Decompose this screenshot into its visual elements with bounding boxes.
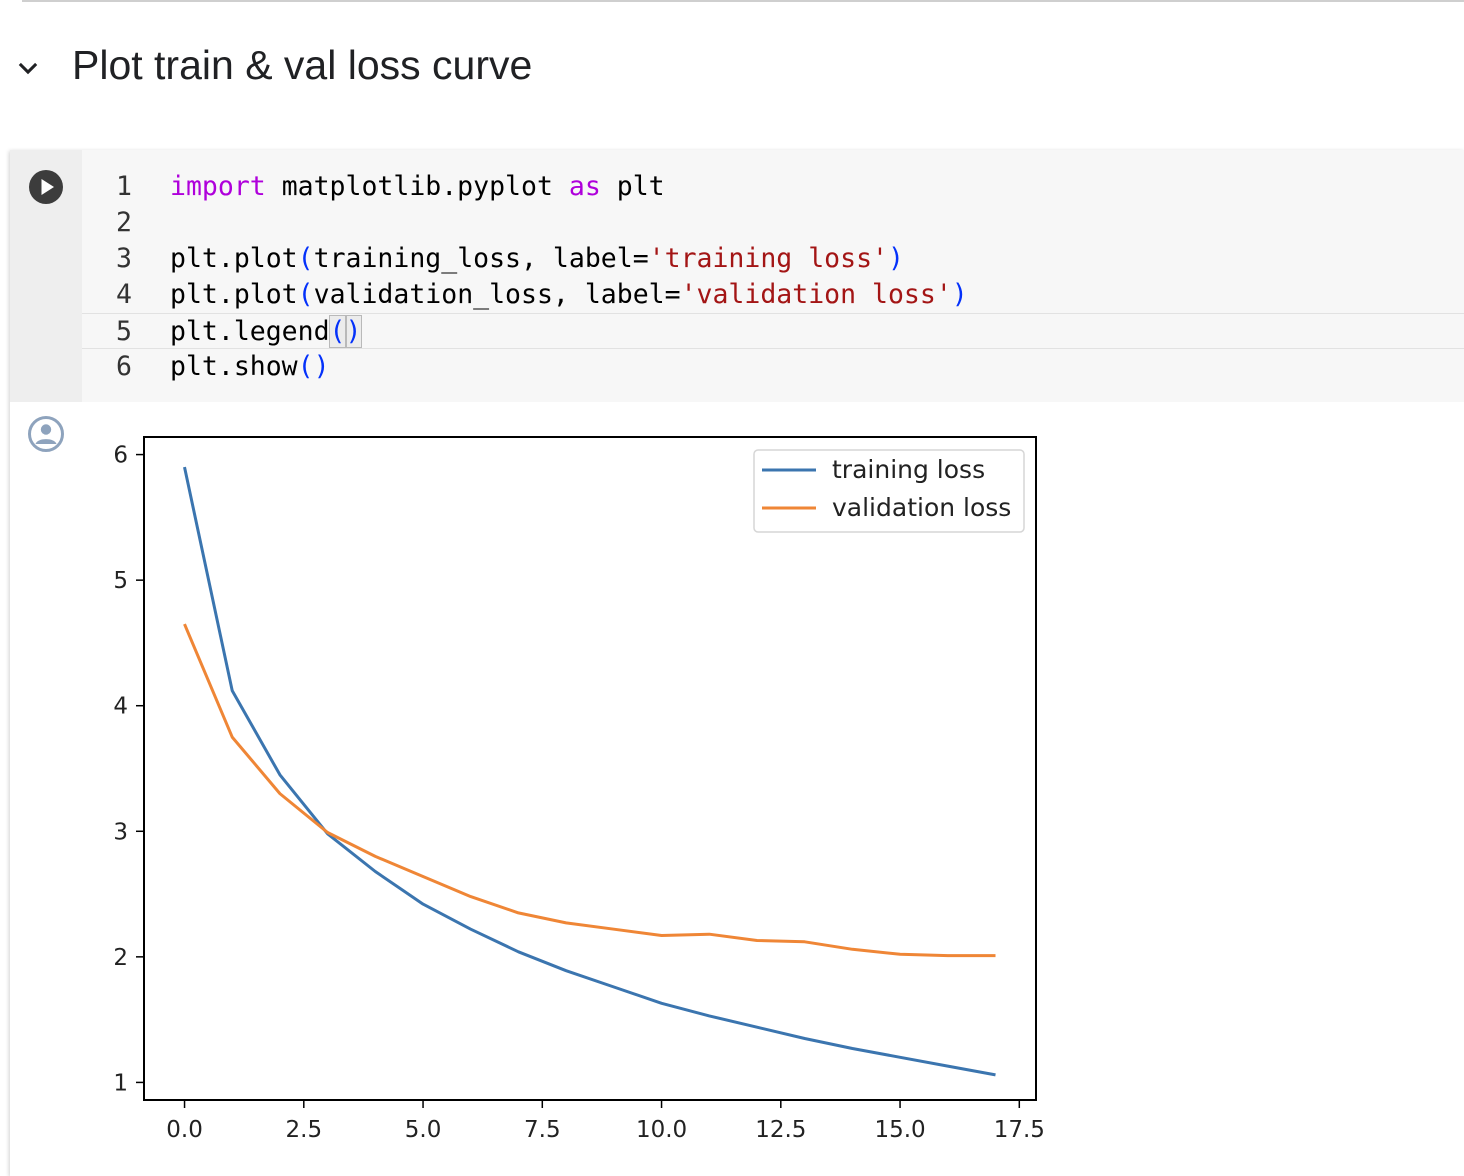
- code-line[interactable]: 4 plt.plot(validation_loss, label='valid…: [82, 277, 1464, 313]
- code-token: plt: [600, 171, 665, 202]
- legend-box: [753, 449, 1025, 533]
- line-number: 2: [116, 207, 132, 238]
- code-line[interactable]: 3 plt.plot(training_loss, label='trainin…: [82, 241, 1464, 277]
- code-line[interactable]: 1 import matplotlib.pyplot as plt: [82, 169, 1464, 205]
- code-token: ): [887, 243, 904, 274]
- y-tick-label: 5: [113, 568, 128, 594]
- code-token: 'validation loss': [680, 279, 952, 310]
- code-text[interactable]: import matplotlib.pyplot as plt: [170, 169, 665, 205]
- code-token: 'training loss': [648, 243, 888, 274]
- code-token: plt.show: [170, 351, 298, 382]
- code-line-current[interactable]: 5 plt.legend(): [82, 313, 1464, 349]
- code-token: matplotlib.pyplot: [265, 171, 569, 202]
- y-tick-label: 2: [113, 945, 128, 971]
- code-token: (: [297, 279, 314, 310]
- code-line[interactable]: 2: [82, 205, 1464, 241]
- output-gutter: [10, 402, 82, 1176]
- play-circle-icon[interactable]: [28, 169, 64, 205]
- code-token: ): [951, 279, 968, 310]
- section-header: Plot train & val loss curve: [0, 36, 900, 100]
- code-token: import: [170, 171, 266, 202]
- code-token: validation_loss, label=: [313, 279, 681, 310]
- code-token: (: [297, 243, 314, 274]
- series-line-training-loss: [183, 466, 996, 1077]
- chevron-down-icon[interactable]: [14, 54, 42, 82]
- section-title: Plot train & val loss curve: [72, 42, 533, 88]
- x-tick-label: 7.5: [524, 1117, 561, 1143]
- chart-legend: training loss validation loss: [753, 449, 1025, 533]
- account-circle-icon[interactable]: [26, 414, 66, 454]
- x-tick-label: 5.0: [405, 1117, 442, 1143]
- code-text[interactable]: plt.legend(): [170, 314, 363, 350]
- x-tick-label: 0.0: [166, 1117, 203, 1143]
- x-tick-label: 10.0: [636, 1117, 687, 1143]
- x-tick-label: 2.5: [286, 1117, 323, 1143]
- code-token: ): [344, 315, 363, 348]
- legend-label: training loss: [832, 455, 985, 484]
- code-token: plt.plot: [170, 279, 298, 310]
- code-token: as: [568, 171, 601, 202]
- code-line[interactable]: 6 plt.show(): [82, 349, 1464, 385]
- line-number: 6: [116, 351, 132, 382]
- code-text[interactable]: plt.show(): [170, 349, 330, 385]
- x-tick-label: 12.5: [755, 1117, 806, 1143]
- x-tick-label: 17.5: [994, 1117, 1045, 1143]
- legend-label: validation loss: [832, 493, 1011, 522]
- top-divider: [22, 0, 1464, 2]
- line-number: 5: [116, 316, 132, 347]
- plot-area: [143, 436, 1037, 1101]
- line-number: 4: [116, 279, 132, 310]
- code-text[interactable]: plt.plot(training_loss, label='training …: [170, 241, 904, 277]
- line-number: 3: [116, 243, 132, 274]
- y-tick-label: 4: [113, 694, 128, 720]
- x-tick-label: 15.0: [874, 1117, 925, 1143]
- code-text[interactable]: plt.plot(validation_loss, label='validat…: [170, 277, 968, 313]
- code-token: plt.legend: [170, 316, 330, 347]
- code-token: plt.plot: [170, 243, 298, 274]
- y-tick-label: 3: [113, 819, 128, 845]
- y-tick-label: 1: [113, 1070, 128, 1096]
- line-number: 1: [116, 171, 132, 202]
- y-tick-label: 6: [113, 443, 128, 469]
- series-line-validation-loss: [183, 623, 996, 958]
- loss-chart: 0.0 2.5 5.0 7.5 10.0 12.5 15.0 17.5 1 2 3 4 5 6 train…: [113, 436, 1045, 1143]
- code-token: (: [328, 315, 347, 348]
- code-token: ): [313, 351, 330, 382]
- code-token: training_loss, label=: [313, 243, 649, 274]
- code-token: (: [297, 351, 314, 382]
- code-editor[interactable]: 1 import matplotlib.pyplot as plt 2 3 pl…: [82, 150, 1464, 402]
